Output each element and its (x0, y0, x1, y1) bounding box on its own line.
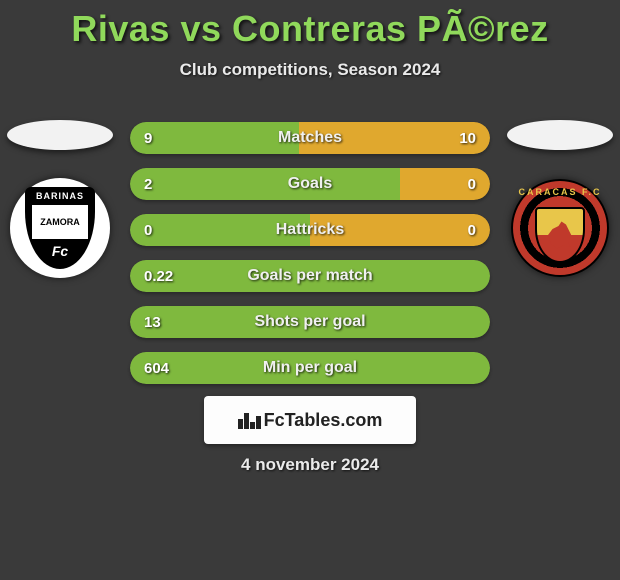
brand-text: FcTables.com (264, 410, 383, 431)
player-right-ellipse (507, 120, 613, 150)
crest-shield-right: CARACAS F.C (511, 179, 609, 277)
stat-row: Matches9 10 (130, 122, 490, 154)
stat-row: Goals per match0.22 (130, 260, 490, 292)
crest-right-inner (535, 207, 585, 263)
stat-value-left: 604 (144, 352, 169, 384)
crest-right-arc-text: CARACAS F.C (518, 187, 601, 197)
brand-bars-icon (238, 411, 260, 429)
stat-value-right: 10 (459, 122, 476, 154)
stat-label: Goals per match (130, 260, 490, 292)
stat-row: Shots per goal13 (130, 306, 490, 338)
player-left-ellipse (7, 120, 113, 150)
stat-value-left: 0.22 (144, 260, 173, 292)
stat-value-left: 13 (144, 306, 161, 338)
page-subtitle: Club competitions, Season 2024 (0, 60, 620, 80)
player-right-crest: CARACAS F.C (510, 178, 610, 278)
crest-left-top-text: BARINAS (36, 191, 84, 201)
stat-value-left: 9 (144, 122, 152, 154)
stat-value-left: 2 (144, 168, 152, 200)
lion-icon (545, 220, 575, 250)
player-right-block: CARACAS F.C (505, 120, 615, 278)
stat-label: Min per goal (130, 352, 490, 384)
stat-row: Min per goal604 (130, 352, 490, 384)
stat-label: Goals (130, 168, 490, 200)
player-left-crest: BARINAS ZAMORA Fc (10, 178, 110, 278)
brand-box: FcTables.com (204, 396, 416, 444)
crest-left-fc: Fc (52, 243, 68, 259)
stat-row: Hattricks0 0 (130, 214, 490, 246)
player-left-block: BARINAS ZAMORA Fc (5, 120, 115, 278)
stat-row: Goals2 0 (130, 168, 490, 200)
crest-shield-left: BARINAS ZAMORA Fc (25, 187, 95, 269)
stat-value-right: 0 (468, 214, 476, 246)
stat-value-left: 0 (144, 214, 152, 246)
stat-label: Hattricks (130, 214, 490, 246)
footer-date: 4 november 2024 (0, 455, 620, 475)
stat-label: Shots per goal (130, 306, 490, 338)
page-title: Rivas vs Contreras PÃ©rez (0, 0, 620, 50)
stat-value-right: 0 (468, 168, 476, 200)
crest-left-mid-text: ZAMORA (32, 205, 88, 239)
stats-container: Matches910Goals20Hattricks00Goals per ma… (130, 122, 490, 398)
stat-label: Matches (130, 122, 490, 154)
